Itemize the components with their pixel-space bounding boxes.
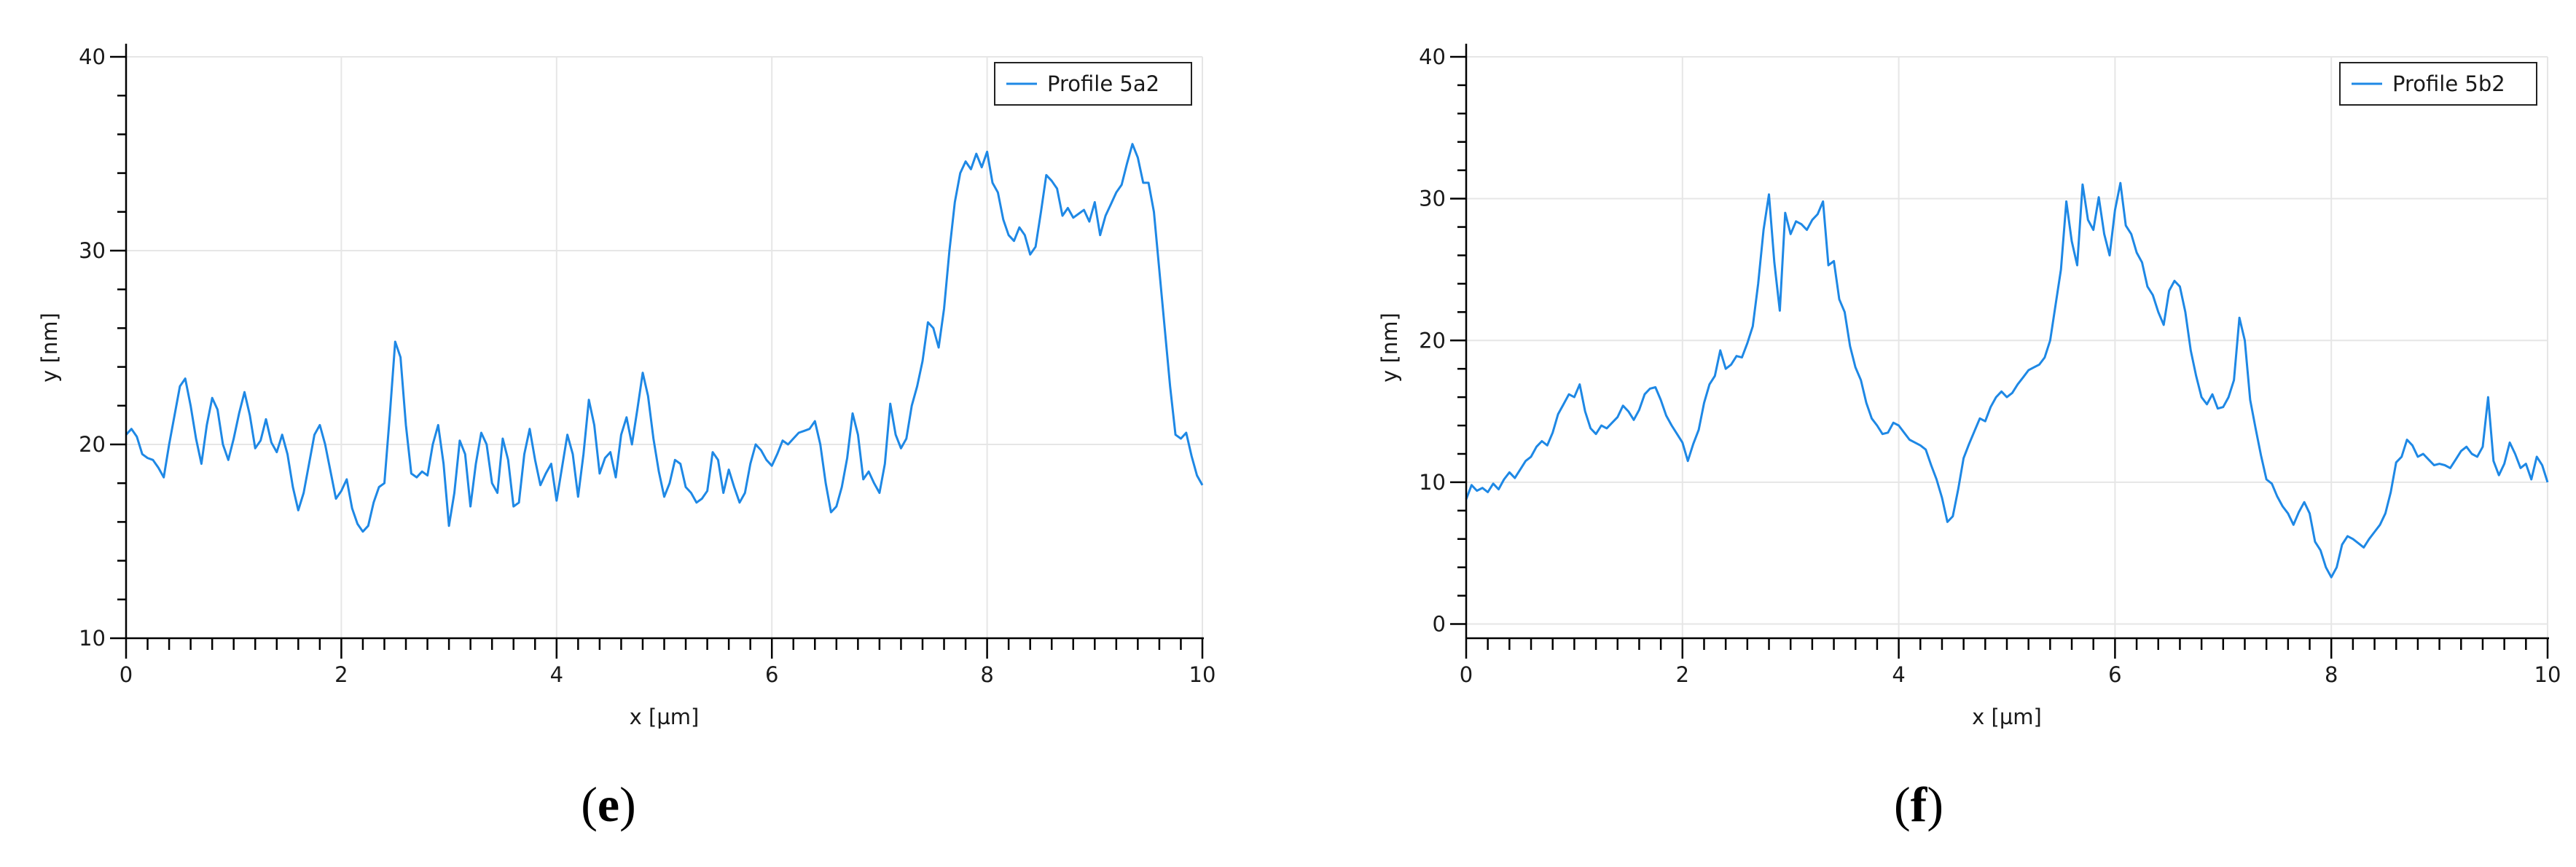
x-tick-label: 8 — [980, 662, 993, 687]
y-tick-label: 30 — [1419, 187, 1446, 211]
panel-label-e: (e) — [550, 776, 667, 833]
x-tick-label: 10 — [2534, 662, 2561, 687]
chart-panel-e: 0 2 4 6 8 10 10 20 30 40 x [µm] y [nm] Profile 5a2 (… — [0, 0, 1283, 867]
panel-label-f: (f) — [1860, 776, 1977, 833]
panel-label-open: ( — [581, 777, 598, 832]
x-tick-label: 0 — [1460, 662, 1473, 687]
series-line — [125, 143, 1204, 533]
x-tick-label: 8 — [2325, 662, 2338, 687]
y-tick-label: 40 — [1419, 44, 1446, 69]
panel-label-open: ( — [1894, 777, 1911, 832]
line-chart-f: 0 2 4 6 8 10 0 10 20 30 40 x [µm] y [nm] Profile 5b2 — [1377, 44, 2561, 729]
y-tick-label: 0 — [1433, 612, 1446, 637]
y-tick-label: 20 — [79, 432, 106, 457]
legend: Profile 5a2 — [994, 62, 1192, 106]
x-tick-label: 4 — [550, 662, 563, 687]
panel-label-close: ) — [1927, 777, 1943, 832]
line-chart-e: 0 2 4 6 8 10 10 20 30 40 x [µm] y [nm] Profile 5a2 — [37, 44, 1216, 729]
y-tick-label: 20 — [1419, 328, 1446, 353]
legend: Profile 5b2 — [2339, 62, 2537, 106]
x-axis-title: x [µm] — [1972, 705, 2042, 729]
panel-label-letter: e — [597, 777, 620, 832]
legend-label: Profile 5a2 — [1047, 71, 1159, 96]
x-tick-label: 6 — [765, 662, 778, 687]
y-tick-label: 10 — [79, 626, 106, 651]
chart-panel-f: 0 2 4 6 8 10 0 10 20 30 40 x [µm] y [nm] Profile 5b2 … — [1293, 0, 2576, 867]
x-tick-label: 4 — [1892, 662, 1905, 687]
panel-label-letter: f — [1910, 777, 1927, 832]
x-axis-title: x [µm] — [630, 705, 700, 729]
x-tick-label: 10 — [1189, 662, 1216, 687]
grid — [1466, 56, 2548, 638]
panel-label-close: ) — [619, 777, 636, 832]
x-tick-label: 2 — [1676, 662, 1689, 687]
grid — [126, 56, 1203, 639]
y-tick-label: 40 — [79, 44, 106, 69]
x-tick-label: 6 — [2108, 662, 2121, 687]
x-tick-label: 0 — [120, 662, 133, 687]
y-tick-label: 10 — [1419, 470, 1446, 495]
series-line — [1465, 181, 2549, 578]
y-tick-label: 30 — [79, 238, 106, 263]
y-axis-title: y [nm] — [1377, 313, 1402, 382]
legend-label: Profile 5b2 — [2392, 71, 2505, 96]
y-axis-title: y [nm] — [37, 313, 62, 382]
x-tick-label: 2 — [334, 662, 348, 687]
